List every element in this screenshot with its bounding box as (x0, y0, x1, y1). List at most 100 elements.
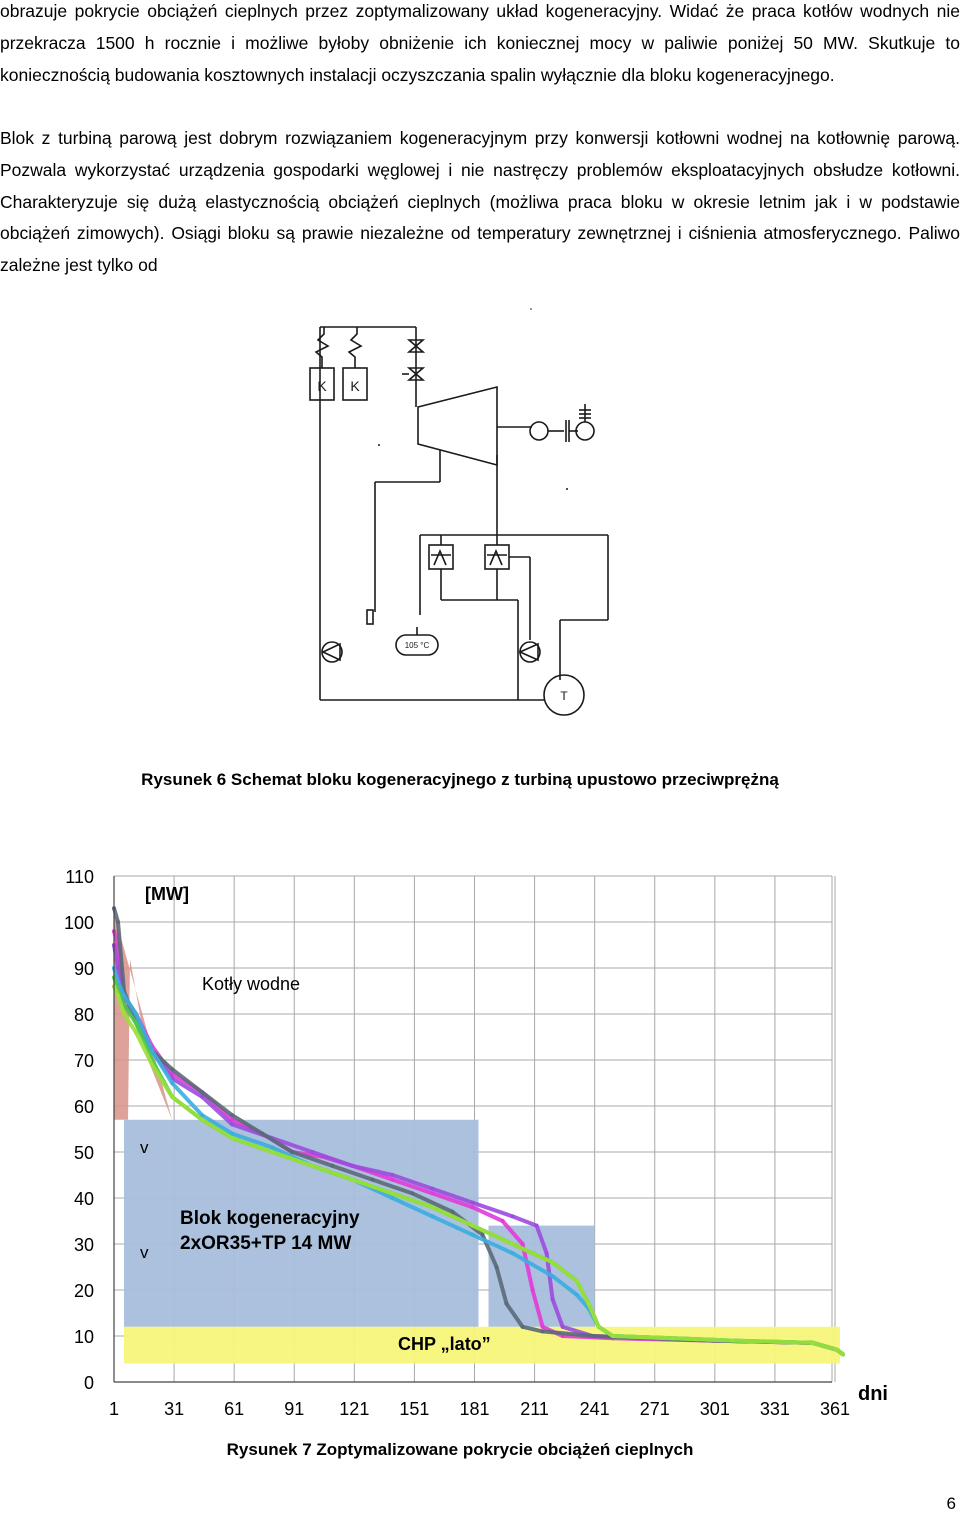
series-point (290, 1150, 295, 1154)
region-boilers (114, 912, 173, 1120)
series-point (550, 1274, 555, 1279)
series-point (270, 1145, 275, 1150)
series-point (310, 1150, 315, 1154)
y-tick-label: 110 (65, 867, 94, 887)
region-label-block-2: 2xOR35+TP 14 MW (180, 1233, 351, 1254)
series-point (494, 1265, 499, 1269)
heat-load-chart: 0 10 20 30 40 50 60 70 80 90 100 110 1 31 61 91 121 151 18… (64, 867, 888, 1419)
y-tick-label: 30 (74, 1235, 94, 1255)
page-number: 6 (946, 1494, 956, 1513)
region-summer (124, 1326, 840, 1364)
y-tick-label: 60 (74, 1097, 94, 1117)
series-point (530, 1288, 535, 1292)
series-point (390, 1173, 395, 1177)
series-point (410, 1191, 415, 1196)
series-point (480, 1232, 485, 1237)
series-point (470, 1205, 475, 1210)
boiler-1-label: K (317, 378, 327, 394)
region-label-block-1: Blok kogeneracyjny (180, 1208, 360, 1229)
series-point (550, 1297, 555, 1302)
series-point (230, 1122, 235, 1127)
figure-7-caption: Rysunek 7 Zoptymalizowane pokrycie obcią… (226, 1440, 694, 1459)
cogeneration-schematic: K K 105 °C T (309, 308, 609, 716)
series-point (150, 1062, 155, 1067)
y-tick-label: 10 (74, 1327, 94, 1347)
series-point (534, 1223, 539, 1228)
series-point (430, 1214, 435, 1219)
y-unit-label: [MW] (145, 884, 189, 904)
series-point (670, 1336, 675, 1341)
x-tick-label: 301 (700, 1399, 730, 1419)
figure-6-caption: Rysunek 6 Schemat bloku kogeneracyjnego … (141, 770, 779, 789)
check-valve (366, 609, 374, 625)
y-tick-label: 50 (74, 1143, 94, 1163)
series-point (230, 1113, 235, 1118)
y-tick-label: 0 (84, 1373, 94, 1393)
x-tick-label: 361 (820, 1399, 850, 1419)
x-tick-label: 151 (399, 1399, 429, 1419)
temperature-meter (543, 674, 585, 716)
series-point (574, 1292, 579, 1297)
series-point (200, 1094, 205, 1099)
region-label-summer: CHP „lato” (398, 1334, 491, 1354)
x-tick-label: 211 (520, 1399, 549, 1419)
x-tick-label: 91 (284, 1399, 304, 1419)
series-point (835, 1347, 840, 1352)
region-label-boilers: Kotły wodne (202, 974, 300, 994)
x-tick-label: 31 (164, 1399, 184, 1419)
series-point (134, 1021, 139, 1026)
x-tick-label: 331 (760, 1399, 790, 1419)
series-point (270, 1150, 275, 1154)
series-point (610, 1334, 615, 1338)
series-point (150, 1048, 155, 1053)
series-point (510, 1242, 515, 1246)
series-point (134, 1012, 139, 1016)
v-mark-1: v (140, 1138, 149, 1157)
series-point (116, 920, 121, 924)
boiler-2-label: K (350, 378, 360, 394)
x-unit-label: dni (858, 1383, 888, 1405)
y-tick-label: 90 (74, 959, 94, 979)
series-point (350, 1163, 355, 1168)
series-point (596, 1324, 601, 1329)
series-point (134, 1030, 139, 1035)
series-point (520, 1242, 525, 1246)
y-tick-label: 20 (74, 1281, 94, 1301)
series-point (810, 1340, 815, 1345)
series-point (550, 1260, 555, 1265)
series-point (470, 1223, 475, 1228)
series-point (350, 1177, 355, 1182)
series-point (390, 1177, 395, 1182)
x-tick-label: 241 (580, 1399, 610, 1419)
series-point (116, 993, 121, 998)
series-point (200, 1090, 205, 1095)
generator-2 (575, 421, 595, 441)
series-point (510, 1214, 515, 1219)
x-tick-label: 1 (109, 1399, 119, 1419)
series-point (540, 1324, 545, 1329)
series-point (200, 1113, 205, 1118)
series-point (230, 1136, 235, 1141)
heat-exchanger-2 (484, 544, 510, 570)
x-tick-label: 271 (640, 1399, 670, 1419)
series-point (470, 1200, 475, 1205)
series-point (470, 1232, 475, 1237)
series-point (170, 1094, 175, 1099)
turbine (417, 385, 498, 467)
series-point (430, 1186, 435, 1191)
series-point (310, 1163, 315, 1168)
series-point (122, 993, 127, 998)
heat-exchanger-1 (428, 544, 454, 570)
series-point (500, 1219, 505, 1223)
meter-label: T (560, 689, 568, 703)
y-tick-label: 80 (74, 1005, 94, 1025)
series-point (510, 1251, 515, 1256)
tank-temp-label: 105 °C (405, 641, 430, 650)
series-point (504, 1301, 509, 1306)
paragraph-2: Blok z turbiną parową jest dobrym rozwią… (0, 128, 960, 276)
series-point (200, 1117, 205, 1122)
series-point (390, 1196, 395, 1200)
x-tick-label: 61 (224, 1399, 244, 1419)
series-point (430, 1205, 435, 1210)
y-tick-label: 40 (74, 1189, 94, 1209)
